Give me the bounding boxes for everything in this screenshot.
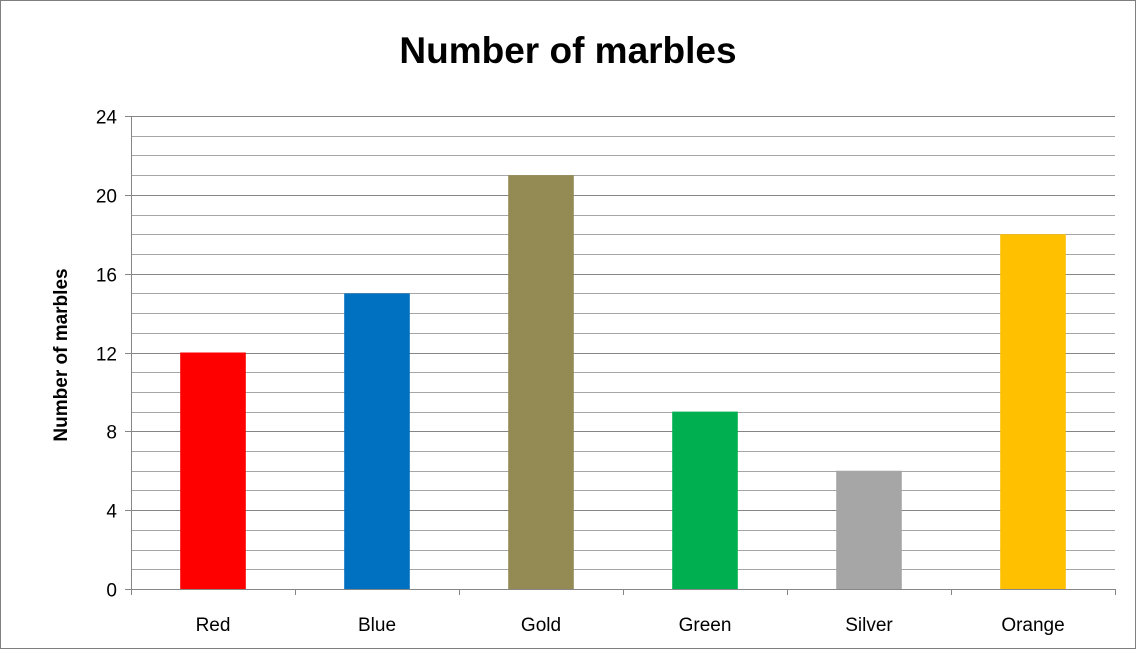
y-tick-label: 0 — [106, 581, 117, 602]
bar-silver — [836, 470, 902, 589]
x-tick-label: Red — [196, 615, 231, 636]
bar-red — [180, 352, 246, 589]
y-tick-label: 16 — [96, 266, 117, 287]
x-tick-label: Orange — [1001, 615, 1064, 636]
y-tick-label: 20 — [96, 187, 117, 208]
y-tick-label: 12 — [96, 345, 117, 366]
bar-green — [672, 411, 738, 589]
bar-blue — [344, 293, 410, 589]
x-tick-label: Blue — [358, 615, 396, 636]
y-tick-label: 8 — [106, 423, 117, 444]
x-tick-label: Gold — [521, 615, 561, 636]
bar-gold — [508, 175, 574, 589]
x-tick-label: Green — [679, 615, 732, 636]
y-tick-label: 24 — [96, 108, 118, 129]
x-tick-label: Silver — [845, 615, 893, 636]
tick-labels: 0 4 8 12 16 20 24 Red Blue Gold Green Silver Orange — [96, 108, 1065, 637]
y-tick-label: 4 — [106, 502, 117, 523]
axes — [125, 116, 1116, 595]
gridlines — [131, 116, 1115, 590]
chart-title: Number of marbles — [399, 30, 737, 71]
bar-orange — [1000, 234, 1066, 589]
bars — [180, 175, 1066, 589]
